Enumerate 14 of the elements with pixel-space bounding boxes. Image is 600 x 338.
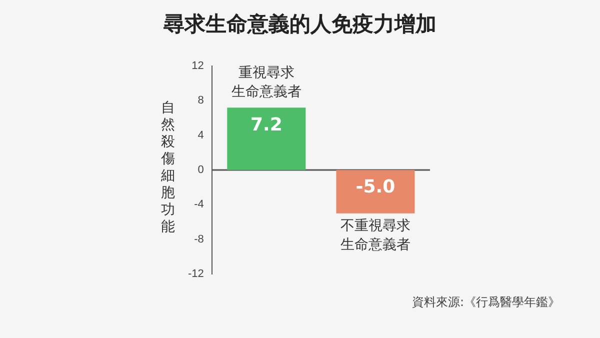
y-tick-label: -4 — [194, 198, 204, 211]
chart-title: 尋求生命意義的人免疫力增加 — [162, 11, 438, 38]
y-tick-label: -8 — [194, 233, 204, 246]
x-tick-label: 重視尋求生命意義者 — [231, 64, 302, 102]
source-note: 資料來源:《行爲醫學年鑑》 — [412, 294, 560, 311]
y-axis-title: 自然殺傷細胞功能 — [160, 100, 176, 236]
y-tick-label: 12 — [192, 60, 204, 72]
x-tick-label: 不重視尋求生命意義者 — [340, 217, 410, 256]
y-tick-label: 0 — [198, 164, 204, 176]
data-label: -5.0 — [356, 176, 396, 198]
data-label: 7.2 — [250, 114, 282, 136]
y-tick-label: 8 — [198, 94, 204, 107]
y-tick-label: -12 — [188, 268, 204, 280]
y-tick-label: 4 — [198, 129, 204, 142]
